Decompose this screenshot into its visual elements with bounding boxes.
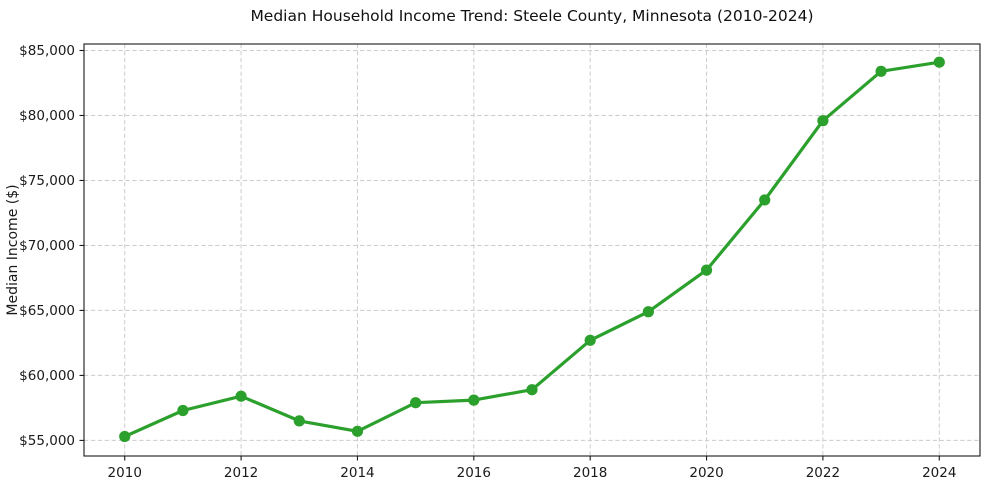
chart-title: Median Household Income Trend: Steele Co… — [250, 7, 813, 25]
y-tick-label: $60,000 — [19, 368, 75, 384]
data-point-2015 — [410, 397, 422, 409]
plot-border — [83, 43, 981, 457]
x-tick-label: 2012 — [224, 465, 258, 481]
data-point-2021 — [759, 194, 771, 206]
x-tick-label: 2022 — [806, 465, 840, 481]
data-point-2024 — [933, 56, 945, 68]
data-point-2012 — [235, 390, 247, 402]
y-tick-label: $75,000 — [19, 173, 75, 189]
x-tick-label: 2024 — [922, 465, 956, 481]
income-trend-line — [123, 60, 941, 439]
data-point-2017 — [526, 384, 538, 396]
axis-layer: $55,000 $60,000 $65,000 $70,000 $75,000 $80,0… — [19, 43, 981, 481]
data-point-2010 — [119, 430, 131, 443]
data-point-2020 — [700, 264, 713, 276]
data-point-2014 — [351, 425, 364, 437]
y-axis-label: Median Income ($) — [5, 184, 21, 315]
data-point-2013 — [293, 415, 305, 427]
data-point-2016 — [468, 394, 480, 406]
y-tick-label: $65,000 — [19, 303, 75, 319]
y-tick-label: $85,000 — [19, 43, 75, 59]
data-point-2022 — [817, 115, 829, 127]
data-point-2018 — [584, 334, 596, 346]
data-point-2019 — [642, 306, 654, 318]
y-tick-label: $55,000 — [19, 433, 75, 449]
x-tick-label: 2016 — [457, 465, 491, 481]
x-tick-label: 2014 — [340, 465, 374, 481]
x-tick-label: 2018 — [573, 465, 607, 481]
data-point-2023 — [875, 65, 887, 77]
y-tick-label: $70,000 — [19, 238, 75, 254]
y-tick-label: $80,000 — [19, 108, 75, 124]
series-layer — [119, 56, 945, 443]
x-tick-label: 2010 — [108, 465, 142, 481]
data-point-2011 — [177, 404, 189, 417]
x-tick-label: 2020 — [689, 465, 723, 481]
